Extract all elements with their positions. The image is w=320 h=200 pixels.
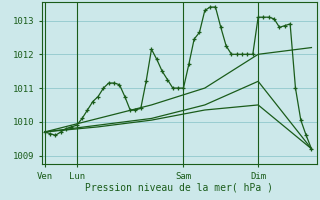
X-axis label: Pression niveau de la mer( hPa ): Pression niveau de la mer( hPa ): [85, 182, 273, 192]
